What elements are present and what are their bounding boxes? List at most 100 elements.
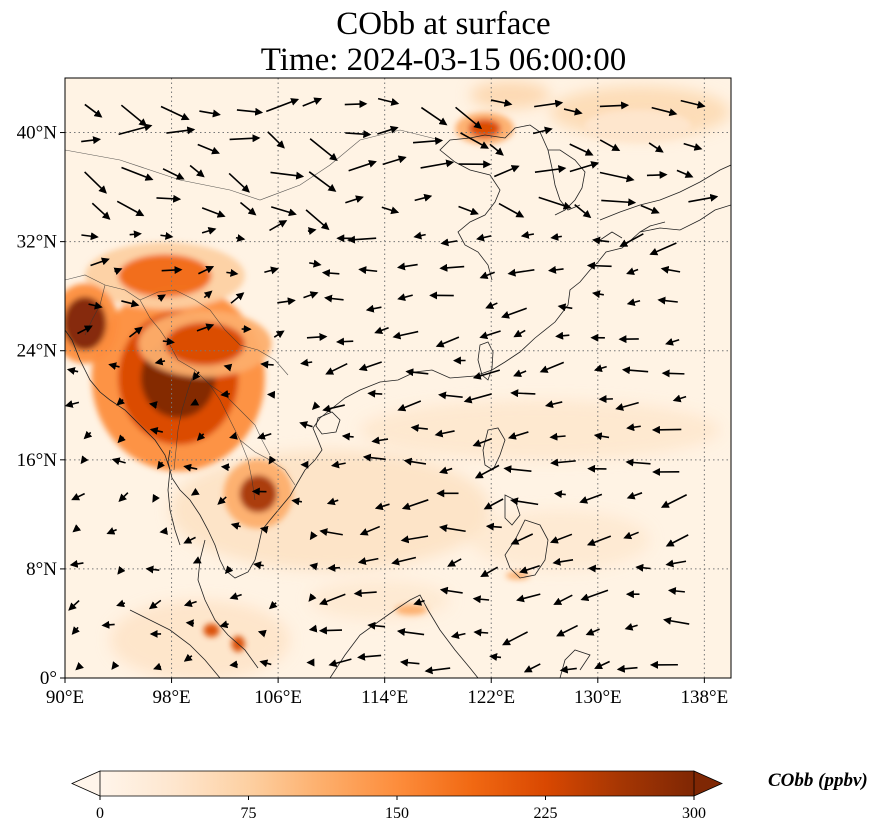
- wind-arrow: [160, 231, 174, 240]
- wind-arrow: [268, 455, 277, 465]
- wind-arrow: [117, 434, 126, 444]
- wind-arrow: [220, 463, 230, 472]
- wind-arrow: [344, 100, 368, 109]
- map-frame: [64, 77, 732, 679]
- wind-arrow: [660, 265, 681, 274]
- wind-arrow: [586, 261, 612, 270]
- wind-arrow: [229, 592, 242, 600]
- wind-arrow: [308, 593, 317, 602]
- wind-arrow: [335, 337, 354, 346]
- wind-arrow: [264, 266, 279, 275]
- plume-1: [65, 296, 107, 351]
- wind-arrow: [353, 589, 377, 598]
- wind-arrow: [239, 201, 257, 216]
- wind-arrow: [377, 125, 399, 135]
- wind-arrow: [371, 436, 389, 445]
- wind-arrow: [420, 106, 448, 126]
- wind-arrow: [220, 390, 230, 398]
- lat-tick-label: 0°: [40, 668, 57, 689]
- wind-arrow: [507, 268, 535, 277]
- wind-arrow: [321, 269, 340, 278]
- wind-arrow: [665, 337, 680, 346]
- wind-arrow: [450, 631, 466, 640]
- wind-arrow: [121, 299, 140, 308]
- wind-arrow: [299, 421, 313, 429]
- wind-arrow: [117, 565, 126, 575]
- wind-arrow: [563, 107, 583, 116]
- wind-arrow: [414, 193, 433, 202]
- wind-arrow: [507, 431, 529, 440]
- wind-arrow: [474, 464, 500, 479]
- wind-arrow: [593, 364, 607, 372]
- lat-tick-label: 32°N: [17, 232, 58, 253]
- wind-arrow: [592, 236, 610, 245]
- lon-tick-label: 122°E: [467, 687, 515, 708]
- wind-arrow: [559, 665, 577, 674]
- wind-arrow: [84, 103, 103, 118]
- wind-arrow: [183, 653, 193, 662]
- wind-arrow: [185, 619, 195, 628]
- wind-arrow: [438, 391, 463, 400]
- wind-arrow: [111, 457, 126, 466]
- wind-arrow: [400, 535, 429, 544]
- wind-arrow: [520, 230, 535, 239]
- wind-arrow: [348, 160, 377, 172]
- wind-arrow: [72, 524, 82, 533]
- wind-arrow: [300, 358, 313, 367]
- wind-arrow: [108, 362, 120, 370]
- wind-arrow: [148, 401, 158, 409]
- wind-arrow: [309, 562, 318, 571]
- wind-arrow: [410, 424, 428, 433]
- wind-arrow: [319, 593, 346, 606]
- wind-arrow: [308, 624, 318, 633]
- wind-arrow: [532, 126, 553, 135]
- wind-arrow: [574, 204, 592, 219]
- wind-arrow: [626, 267, 639, 275]
- wind-arrow: [71, 492, 85, 501]
- wind-arrow: [235, 234, 246, 242]
- wind-arrow: [615, 401, 639, 411]
- wind-arrow: [440, 238, 458, 247]
- wind-arrow: [228, 172, 250, 193]
- wind-arrow: [648, 142, 664, 153]
- wind-arrow: [358, 361, 382, 372]
- latitude-labels: 0° 8°N 16°N 24°N 32°N 40°N: [17, 123, 65, 689]
- lon-tick-label: 106°E: [254, 687, 302, 708]
- wind-arrow: [229, 660, 238, 669]
- wind-arrow: [503, 465, 532, 474]
- wind-arrow: [269, 220, 288, 232]
- wind-arrow: [397, 400, 422, 412]
- wind-arrow: [483, 498, 504, 510]
- wind-arrow: [420, 159, 455, 169]
- wind-arrow: [498, 202, 525, 218]
- wind-arrow: [549, 432, 566, 441]
- wind-arrow: [377, 97, 400, 106]
- wind-arrow: [345, 195, 364, 204]
- lon-tick-label: 98°E: [152, 687, 190, 708]
- wind-arrow: [116, 397, 125, 406]
- wind-arrow: [601, 198, 637, 207]
- wind-arrow: [229, 431, 238, 440]
- wind-arrow: [322, 404, 345, 413]
- wind-arrow: [579, 493, 603, 504]
- wind-arrow: [599, 101, 630, 110]
- wind-arrow: [358, 266, 378, 275]
- wind-arrow: [476, 233, 492, 242]
- wind-arrow: [230, 522, 241, 530]
- wind-arrow: [625, 458, 651, 467]
- wind-arrow: [489, 143, 504, 156]
- lon-tick-label: 138°E: [681, 687, 729, 708]
- wind-arrow: [455, 106, 483, 130]
- wind-arrow: [550, 458, 576, 467]
- wind-arrow: [472, 437, 492, 447]
- wind-arrow: [66, 367, 79, 375]
- wind-arrow: [129, 230, 142, 239]
- wind-arrow: [401, 499, 429, 511]
- wind-arrow: [569, 161, 600, 173]
- wind-arrow: [587, 564, 601, 573]
- wind-arrow: [266, 98, 300, 113]
- wind-arrow: [616, 664, 638, 673]
- wind-arrow: [183, 463, 198, 472]
- wind-arrow: [663, 616, 690, 625]
